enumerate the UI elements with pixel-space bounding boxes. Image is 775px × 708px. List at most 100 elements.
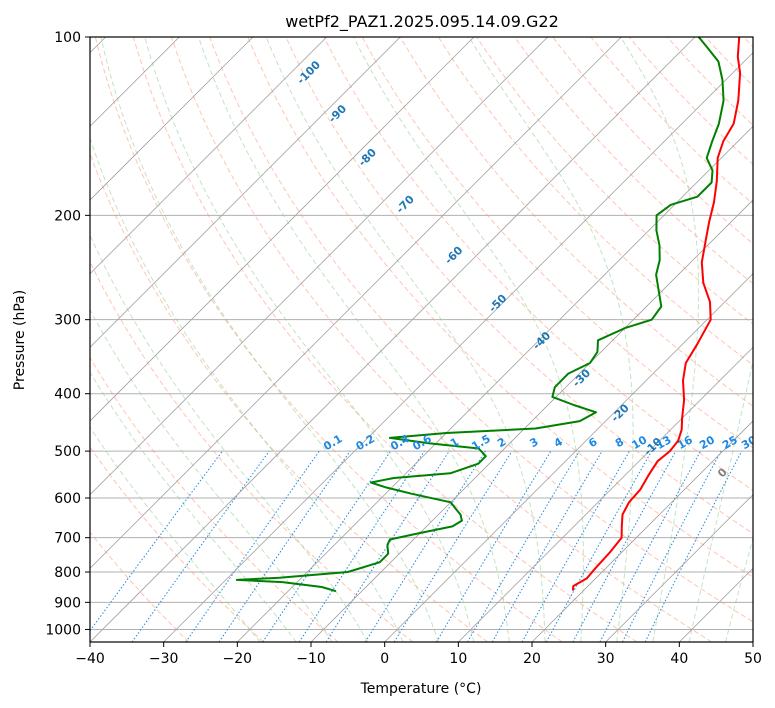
mixing-ratio-label: 8 [613,435,626,450]
y-tick-label: 100 [54,30,81,46]
y-tick-label: 900 [54,595,81,611]
mixing-ratio-line [131,450,270,642]
x-tick-label: −30 [149,651,179,667]
isotherm-line [90,37,327,275]
isotherm-line [90,37,254,201]
profile-series [235,37,742,593]
mixing-ratio-label: 20 [697,433,717,452]
x-tick-label: −20 [223,651,253,667]
mixing-ratio-label: 25 [720,433,740,452]
dry-adiabat-label: -90 [326,102,349,125]
mixing-ratio-line [644,450,743,642]
mixing-ratio-line [90,450,223,632]
dry-adiabat-label: -40 [530,329,553,352]
dry-adiabat-label: -30 [570,366,593,389]
chart-title: wetPf2_PAZ1.2025.095.14.09.G22 [285,12,559,32]
y-tick-label: 1000 [45,622,81,638]
isotherm-line [310,199,753,642]
moist-adiabat-line [353,37,584,642]
mixing-ratio-label: 3 [527,435,540,450]
dry-adiabat-line [132,37,638,642]
dry-adiabat-line [399,37,753,407]
dry-adiabat-line [171,37,712,642]
plot-area: -100-90-80-70-60-50-40-30-20-10010203040… [90,37,775,642]
moist-adiabat-line [100,37,439,642]
x-tick-label: −40 [75,651,105,667]
x-tick-label: 10 [449,651,467,667]
mixing-ratio-line [599,450,701,642]
dry-adiabat-line [90,446,264,642]
dry-adiabat-label: -50 [486,291,509,314]
x-tick-label: −10 [296,651,326,667]
mixing-ratio-line [491,450,603,642]
mixing-ratio-lines [90,450,743,642]
dewpoint-profile [235,37,725,593]
x-tick-label: 20 [523,651,541,667]
temperature-profile [572,37,742,591]
dry-adiabat-label: -80 [356,146,379,169]
dry-adiabat-line [94,37,563,642]
plot-frame [89,36,754,643]
mixing-ratio-line [393,450,513,642]
isotherm-line [679,567,753,642]
y-tick-label: 200 [54,208,81,224]
x-tick-label: 40 [670,651,688,667]
dry-adiabat-line [90,260,414,642]
dry-adiabat-line [361,37,753,449]
x-axis-label: Temperature (°C) [360,681,482,697]
isotherm-line [458,346,753,642]
moist-adiabat-label: 10 [753,492,773,512]
isotherm-line [90,37,696,642]
y-tick-label: 500 [54,444,81,460]
mixing-ratio-label: 36 [759,433,775,452]
mixing-ratio-label: 6 [586,435,599,450]
dry-adiabat-line [743,37,753,48]
mixing-ratio-label: 1.5 [469,432,492,453]
x-tick-label: 50 [744,651,762,667]
axis-ticks: −40 −30 −20 −10 0 10 20 30 40 5010020030040050060… [45,30,762,667]
y-tick-label: 700 [54,531,81,547]
mixing-ratio-label: 0.2 [354,432,377,453]
mixing-ratio-label: 0.4 [388,432,412,453]
isotherm-line [90,37,401,348]
x-tick-label: 0 [380,651,389,667]
mixing-ratio-line [298,450,425,642]
dry-adiabat-line [704,37,753,87]
dry-adiabat-line [209,37,753,623]
mixing-ratio-line [545,450,653,642]
isotherm-line [384,273,753,642]
moist-adiabats [90,37,753,642]
mixing-ratio-line [364,450,486,642]
moist-adiabat-line [90,308,333,642]
moist-adiabat-line [265,37,546,642]
dry-adiabat-line [437,37,753,366]
moist-adiabat-line [725,536,753,642]
moist-adiabat-line [198,37,510,642]
y-tick-label: 800 [54,565,81,581]
dry-adiabat-line [90,356,339,642]
mixing-ratio-line [185,450,320,642]
moist-adiabat-line [90,136,404,642]
isotherm-line [90,37,622,569]
mixing-ratio-label: 4 [552,435,565,450]
mixing-ratio-line [521,450,630,642]
dry-adiabat-line [323,37,753,491]
dry-adiabat-line [666,37,753,126]
moist-adiabat-line [90,233,369,642]
dry-adiabat-line [590,37,753,205]
dry-adiabat-label: -70 [394,193,417,216]
isotherm-line [237,125,753,642]
dry-adiabat-label: -20 [609,401,632,424]
mixing-ratio-line [262,450,392,642]
dry-adiabat-line [90,531,190,642]
mixing-ratio-label: 30 [739,433,759,452]
y-axis-label: Pressure (hPa) [12,290,28,390]
y-tick-label: 600 [54,491,81,507]
mixing-ratio-line [218,450,351,642]
isotherm-line [90,37,475,422]
y-tick-label: 400 [54,387,81,403]
dry-adiabat-line [476,37,753,325]
dry-adiabat-line [552,37,753,245]
x-tick-label: 30 [597,651,615,667]
